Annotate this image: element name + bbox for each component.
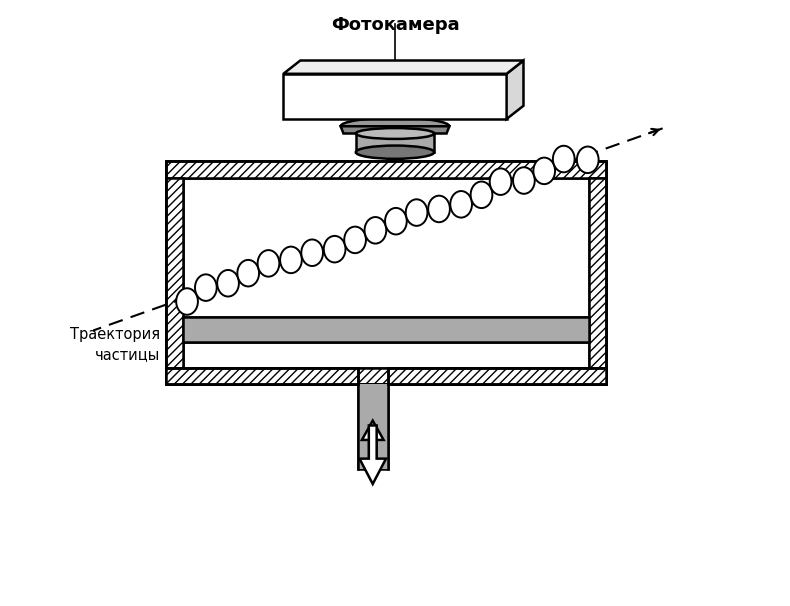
- Ellipse shape: [385, 208, 407, 235]
- Polygon shape: [356, 133, 434, 152]
- Ellipse shape: [450, 191, 472, 218]
- Ellipse shape: [553, 146, 574, 172]
- Ellipse shape: [217, 270, 239, 296]
- Polygon shape: [284, 61, 524, 74]
- Bar: [166, 161, 606, 384]
- Bar: [166, 161, 606, 178]
- Ellipse shape: [364, 217, 386, 244]
- Polygon shape: [362, 421, 384, 467]
- Bar: [182, 318, 589, 342]
- Ellipse shape: [237, 260, 259, 287]
- Ellipse shape: [301, 239, 323, 266]
- Bar: [358, 384, 388, 469]
- Ellipse shape: [356, 128, 434, 139]
- Bar: [358, 384, 388, 469]
- Ellipse shape: [356, 145, 434, 159]
- Ellipse shape: [577, 147, 599, 173]
- Polygon shape: [506, 61, 524, 119]
- Ellipse shape: [490, 168, 511, 195]
- Bar: [284, 74, 506, 119]
- Bar: [388, 368, 606, 384]
- Ellipse shape: [513, 167, 535, 194]
- Bar: [166, 161, 606, 384]
- Ellipse shape: [280, 247, 302, 273]
- Ellipse shape: [195, 275, 216, 301]
- Bar: [589, 178, 606, 368]
- Text: Фотокамера: Фотокамера: [331, 16, 459, 35]
- Text: Траектория
частицы: Траектория частицы: [70, 327, 160, 362]
- Bar: [182, 178, 589, 318]
- Bar: [166, 368, 358, 384]
- Ellipse shape: [340, 118, 450, 135]
- Ellipse shape: [533, 158, 555, 184]
- Ellipse shape: [428, 196, 450, 222]
- Ellipse shape: [406, 199, 427, 226]
- Bar: [182, 342, 589, 368]
- Ellipse shape: [176, 288, 198, 315]
- Polygon shape: [340, 126, 450, 133]
- Bar: [166, 368, 606, 384]
- Ellipse shape: [344, 227, 366, 253]
- Polygon shape: [359, 425, 386, 484]
- Bar: [166, 178, 182, 368]
- Ellipse shape: [471, 182, 492, 208]
- Ellipse shape: [324, 236, 345, 262]
- Ellipse shape: [258, 250, 280, 277]
